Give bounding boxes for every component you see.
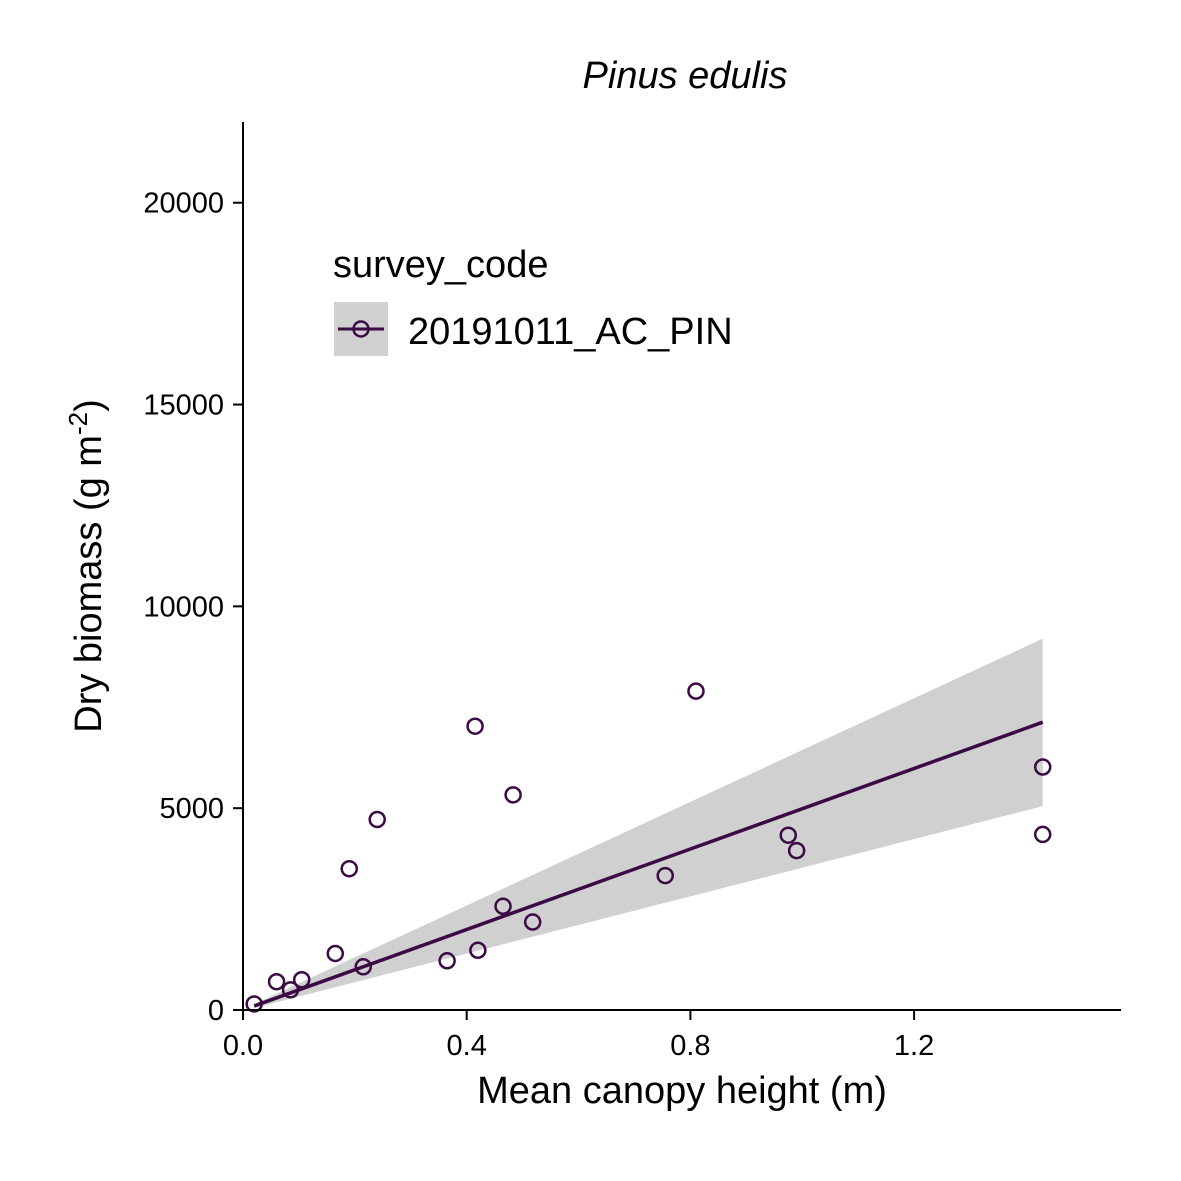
data-point <box>267 972 286 991</box>
data-point <box>523 913 542 931</box>
data-points-layer <box>245 682 1052 1013</box>
y-axis-label-superscript: -2 <box>63 412 93 435</box>
chart-title: Pinus edulis <box>583 55 788 97</box>
data-point <box>687 682 705 700</box>
legend-key-marker <box>352 320 370 338</box>
data-point <box>245 995 263 1013</box>
y-tick-label: 10000 <box>143 591 224 623</box>
regression-line <box>253 720 1044 1008</box>
y-axis-label: Dry biomass (g m-2) <box>63 399 110 733</box>
y-axis-label-suffix: ) <box>68 399 110 412</box>
data-point <box>281 981 300 999</box>
data-point <box>779 826 798 844</box>
data-point <box>787 841 806 860</box>
legend: survey_code 20191011_AC_PIN <box>333 244 733 356</box>
confidence-band-layer <box>254 638 1043 1008</box>
data-point <box>1033 825 1052 844</box>
x-axis-ticks: 0.0 0.4 0.8 1.2 <box>223 1010 934 1062</box>
data-point <box>466 717 484 735</box>
data-point <box>340 859 359 878</box>
x-tick-label: 1.2 <box>894 1030 934 1062</box>
data-point <box>469 941 487 960</box>
data-point <box>354 958 372 976</box>
data-point <box>1033 758 1052 776</box>
data-point <box>368 810 386 829</box>
y-tick-label: 15000 <box>143 390 224 422</box>
y-tick-label: 0 <box>208 995 224 1027</box>
x-axis-label: Mean canopy height (m) <box>477 1070 887 1112</box>
y-tick-label: 5000 <box>159 793 224 825</box>
fit-line-layer <box>253 720 1044 1008</box>
legend-entry-label: 20191011_AC_PIN <box>408 311 733 353</box>
legend-title: survey_code <box>333 244 548 286</box>
x-tick-label: 0.4 <box>447 1030 487 1062</box>
x-tick-label: 0.8 <box>670 1030 710 1062</box>
x-tick-label: 0.0 <box>223 1030 263 1062</box>
data-point <box>438 952 456 970</box>
y-axis-ticks: 0 5000 10000 15000 20000 <box>143 188 243 1027</box>
confidence-band <box>254 638 1043 1008</box>
y-axis-label-main: Dry biomass (g m <box>68 435 110 733</box>
data-point <box>292 970 311 989</box>
data-point <box>504 786 522 804</box>
data-point <box>326 944 345 963</box>
y-tick-label: 20000 <box>143 188 224 220</box>
data-point <box>656 866 674 885</box>
data-point <box>494 897 512 916</box>
